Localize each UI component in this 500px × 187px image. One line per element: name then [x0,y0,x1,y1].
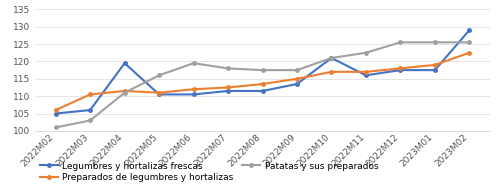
Preparados de legumbres y hortalizas [190,88,196,90]
Legumbres y hortalizas frescas [363,74,369,76]
Patatas y sus preparados [294,69,300,71]
Preparados de legumbres y hortalizas [225,86,231,89]
Patatas y sus preparados [122,92,128,94]
Preparados de legumbres y hortalizas [52,109,59,111]
Patatas y sus preparados [432,41,438,43]
Preparados de legumbres y hortalizas [87,93,93,96]
Preparados de legumbres y hortalizas [156,92,162,94]
Patatas y sus preparados [398,41,404,43]
Line: Patatas y sus preparados: Patatas y sus preparados [54,41,471,129]
Legumbres y hortalizas frescas [225,90,231,92]
Legumbres y hortalizas frescas [122,62,128,64]
Legumbres y hortalizas frescas [87,109,93,111]
Legumbres y hortalizas frescas [156,93,162,96]
Patatas y sus preparados [190,62,196,64]
Line: Preparados de legumbres y hortalizas: Preparados de legumbres y hortalizas [54,51,471,112]
Preparados de legumbres y hortalizas [466,52,472,54]
Preparados de legumbres y hortalizas [363,71,369,73]
Legumbres y hortalizas frescas [398,69,404,71]
Legumbres y hortalizas frescas [466,29,472,31]
Patatas y sus preparados [466,41,472,43]
Patatas y sus preparados [87,119,93,122]
Patatas y sus preparados [225,67,231,70]
Preparados de legumbres y hortalizas [294,78,300,80]
Preparados de legumbres y hortalizas [328,71,334,73]
Preparados de legumbres y hortalizas [398,67,404,70]
Legumbres y hortalizas frescas [190,93,196,96]
Patatas y sus preparados [328,57,334,59]
Patatas y sus preparados [52,126,59,128]
Legumbres y hortalizas frescas [52,112,59,115]
Preparados de legumbres y hortalizas [432,64,438,66]
Patatas y sus preparados [156,74,162,76]
Preparados de legumbres y hortalizas [122,90,128,92]
Line: Legumbres y hortalizas frescas: Legumbres y hortalizas frescas [54,28,471,115]
Preparados de legumbres y hortalizas [260,83,266,85]
Legumbres y hortalizas frescas [294,83,300,85]
Legend: Legumbres y hortalizas frescas, Preparados de legumbres y hortalizas, Patatas y : Legumbres y hortalizas frescas, Preparad… [40,162,378,183]
Legumbres y hortalizas frescas [328,57,334,59]
Legumbres y hortalizas frescas [260,90,266,92]
Patatas y sus preparados [260,69,266,71]
Patatas y sus preparados [363,52,369,54]
Legumbres y hortalizas frescas [432,69,438,71]
